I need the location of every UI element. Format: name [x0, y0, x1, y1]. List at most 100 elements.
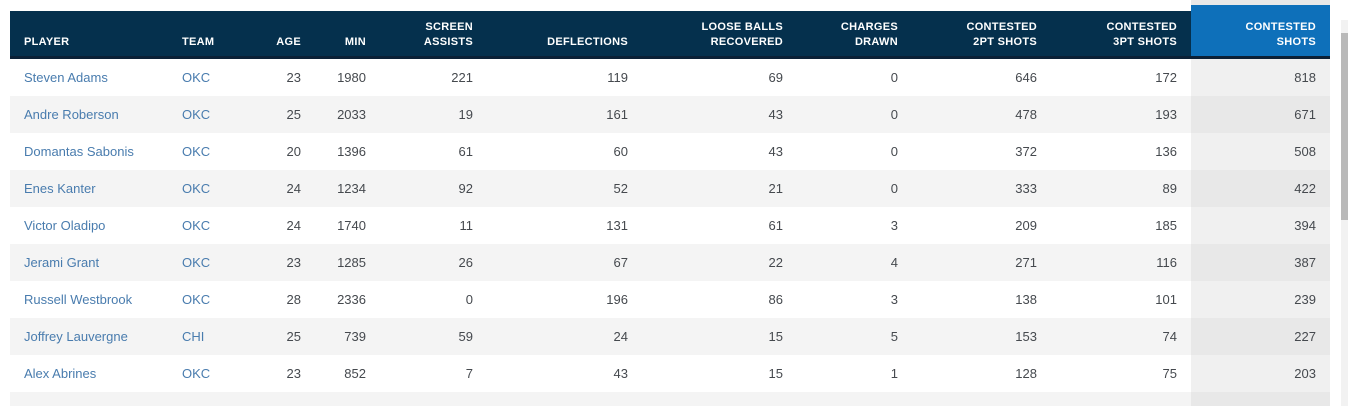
stat-cell-min: 1396 — [315, 133, 380, 170]
scrollbar-thumb[interactable] — [1341, 33, 1348, 220]
stat-cell-empty — [1191, 392, 1330, 406]
team-link[interactable]: OKC — [182, 144, 211, 159]
stat-cell-charges_drawn: 0 — [797, 96, 912, 133]
player-link[interactable]: Joffrey Lauvergne — [24, 329, 128, 344]
stat-cell-deflections: 119 — [487, 59, 642, 96]
team-link[interactable]: OKC — [182, 107, 211, 122]
stat-cell-contested_2pt_shots: 128 — [912, 355, 1051, 392]
stat-cell-contested_shots: 422 — [1191, 170, 1330, 207]
stat-cell-deflections: 24 — [487, 318, 642, 355]
team-link[interactable]: OKC — [182, 218, 211, 233]
table-row: Domantas Sabonis OKC 20 1396 61 60 43 0 372 136 50… — [10, 133, 1330, 170]
table-row: Enes Kanter OKC 24 1234 92 52 21 0 333 89 422 — [10, 170, 1330, 207]
stat-cell-contested_shots: 818 — [1191, 59, 1330, 96]
stat-cell-min: 739 — [315, 318, 380, 355]
stat-cell-age: 20 — [260, 133, 315, 170]
column-header-contested_2pt_shots[interactable]: CONTESTED 2PT SHOTS — [912, 11, 1051, 59]
player-cell: Andre Roberson — [10, 96, 168, 133]
stat-cell-age: 23 — [260, 355, 315, 392]
player-cell: Enes Kanter — [10, 170, 168, 207]
stat-cell-empty — [380, 392, 487, 406]
stat-cell-deflections: 131 — [487, 207, 642, 244]
stat-cell-empty — [10, 392, 168, 406]
team-cell: OKC — [168, 170, 260, 207]
column-header-screen_assists[interactable]: SCREEN ASSISTS — [380, 11, 487, 59]
column-header-label: DEFLECTIONS — [547, 35, 628, 48]
column-header-charges_drawn[interactable]: CHARGES DRAWN — [797, 11, 912, 59]
stat-cell-deflections: 60 — [487, 133, 642, 170]
player-cell: Victor Oladipo — [10, 207, 168, 244]
player-cell: Domantas Sabonis — [10, 133, 168, 170]
column-header-label: TEAM — [182, 35, 215, 48]
stat-cell-contested_2pt_shots: 209 — [912, 207, 1051, 244]
stat-cell-min: 1234 — [315, 170, 380, 207]
column-header-age[interactable]: AGE — [260, 11, 315, 59]
vertical-scrollbar[interactable] — [1341, 20, 1348, 406]
column-header-contested_3pt_shots[interactable]: CONTESTED 3PT SHOTS — [1051, 11, 1191, 59]
team-link[interactable]: CHI — [182, 329, 205, 344]
column-header-team[interactable]: TEAM — [168, 11, 260, 59]
stat-cell-contested_2pt_shots: 153 — [912, 318, 1051, 355]
column-header-label: AGE — [276, 35, 301, 48]
stat-cell-loose_balls_recovered: 69 — [642, 59, 797, 96]
stat-cell-age: 24 — [260, 207, 315, 244]
stat-cell-contested_shots: 387 — [1191, 244, 1330, 281]
team-link[interactable]: OKC — [182, 366, 211, 381]
team-link[interactable]: OKC — [182, 255, 211, 270]
stat-cell-age: 28 — [260, 281, 315, 318]
stat-cell-contested_shots: 203 — [1191, 355, 1330, 392]
table-row: Victor Oladipo OKC 24 1740 11 131 61 3 209 185 394 — [10, 207, 1330, 244]
column-header-label: CONTESTED 3PT SHOTS — [1106, 21, 1177, 48]
table-row: Steven Adams OKC 23 1980 221 119 69 0 646 172 818 — [10, 59, 1330, 96]
player-link[interactable]: Alex Abrines — [24, 366, 97, 381]
stat-cell-contested_shots: 394 — [1191, 207, 1330, 244]
stat-cell-charges_drawn: 3 — [797, 207, 912, 244]
stat-cell-contested_3pt_shots: 172 — [1051, 59, 1191, 96]
table-row: Jerami Grant OKC 23 1285 26 67 22 4 271 116 387 — [10, 244, 1330, 281]
stat-cell-loose_balls_recovered: 22 — [642, 244, 797, 281]
stat-cell-contested_shots: 671 — [1191, 96, 1330, 133]
stat-cell-contested_3pt_shots: 116 — [1051, 244, 1191, 281]
table-row: Russell Westbrook OKC 28 2336 0 196 86 3 138 101 2… — [10, 281, 1330, 318]
column-header-label: PLAYER — [24, 35, 70, 48]
stat-cell-charges_drawn: 0 — [797, 59, 912, 96]
column-header-contested_shots[interactable]: CONTESTED SHOTS — [1191, 0, 1330, 59]
stat-cell-loose_balls_recovered: 15 — [642, 318, 797, 355]
player-cell: Alex Abrines — [10, 355, 168, 392]
team-cell: OKC — [168, 355, 260, 392]
column-header-player[interactable]: PLAYER — [10, 11, 168, 59]
column-header-loose_balls_recovered[interactable]: LOOSE BALLS RECOVERED — [642, 11, 797, 59]
table-row: Andre Roberson OKC 25 2033 19 161 43 0 478 193 671 — [10, 96, 1330, 133]
team-link[interactable]: OKC — [182, 292, 211, 307]
stat-cell-screen_assists: 61 — [380, 133, 487, 170]
stat-cell-screen_assists: 0 — [380, 281, 487, 318]
player-link[interactable]: Russell Westbrook — [24, 292, 133, 307]
stat-cell-contested_2pt_shots: 478 — [912, 96, 1051, 133]
team-link[interactable]: OKC — [182, 181, 211, 196]
player-link[interactable]: Steven Adams — [24, 70, 108, 85]
team-cell: OKC — [168, 244, 260, 281]
stat-cell-contested_3pt_shots: 89 — [1051, 170, 1191, 207]
stat-cell-empty — [1051, 392, 1191, 406]
stat-cell-age: 23 — [260, 59, 315, 96]
table-row: Joffrey Lauvergne CHI 25 739 59 24 15 5 153 74 227 — [10, 318, 1330, 355]
column-header-label: SCREEN ASSISTS — [423, 21, 473, 48]
stat-cell-screen_assists: 19 — [380, 96, 487, 133]
stat-cell-contested_2pt_shots: 372 — [912, 133, 1051, 170]
stat-cell-loose_balls_recovered: 43 — [642, 133, 797, 170]
stat-cell-contested_3pt_shots: 101 — [1051, 281, 1191, 318]
table-header-row: PLAYER TEAM AGE MIN SCREEN ASSISTS DEFLECTION… — [10, 0, 1330, 59]
stat-cell-empty — [260, 392, 315, 406]
player-link[interactable]: Domantas Sabonis — [24, 144, 134, 159]
player-link[interactable]: Andre Roberson — [24, 107, 119, 122]
team-cell: OKC — [168, 281, 260, 318]
player-link[interactable]: Victor Oladipo — [24, 218, 106, 233]
stat-cell-contested_3pt_shots: 193 — [1051, 96, 1191, 133]
team-link[interactable]: OKC — [182, 70, 211, 85]
player-link[interactable]: Jerami Grant — [24, 255, 100, 270]
column-header-deflections[interactable]: DEFLECTIONS — [487, 11, 642, 59]
stat-cell-empty — [315, 392, 380, 406]
column-header-min[interactable]: MIN — [315, 11, 380, 59]
player-link[interactable]: Enes Kanter — [24, 181, 96, 196]
column-header-label: MIN — [344, 35, 366, 48]
